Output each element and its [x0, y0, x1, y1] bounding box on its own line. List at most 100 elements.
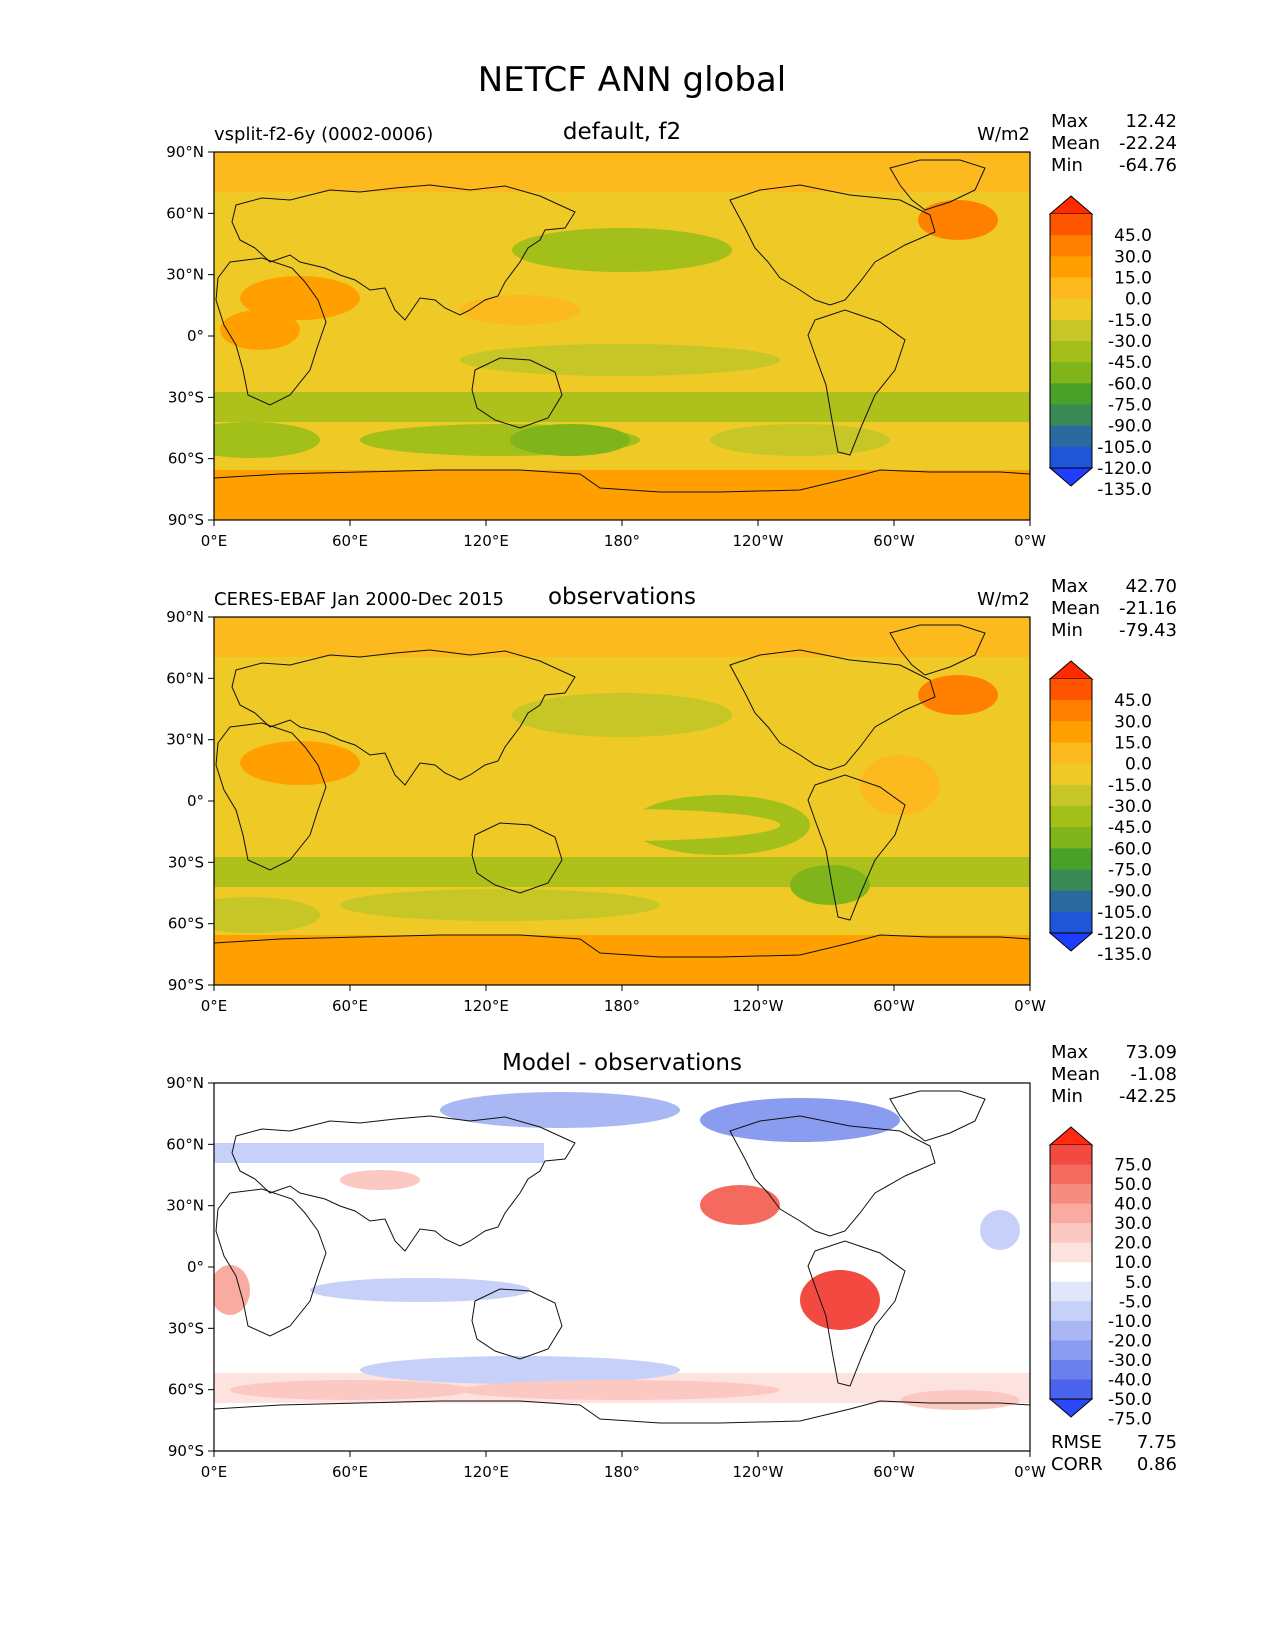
- stat-value: -42.25: [1119, 1086, 1177, 1107]
- colorbar-level-label: -105.0: [1097, 903, 1152, 923]
- stat-value: 0.86: [1137, 1454, 1177, 1475]
- panel-reference: 0°E 60°E 120°E 180° 120°W 60°W 0°W 90°N 60°N 30°N…: [166, 576, 1177, 1015]
- y-tick-label: 30°N: [166, 731, 204, 749]
- y-tick-label: 30°S: [168, 853, 204, 871]
- x-tick-label: 120°W: [733, 532, 784, 550]
- colorbar-level-label: 50.0: [1114, 1175, 1152, 1195]
- stat-label: Mean: [1051, 598, 1100, 619]
- colorbar-level-label: -120.0: [1097, 459, 1152, 479]
- y-tick-label: 60°S: [168, 1381, 204, 1399]
- colorbar-level-label: 30.0: [1114, 247, 1152, 267]
- stat-label: CORR: [1051, 1454, 1103, 1475]
- colorbar-level-label: -90.0: [1108, 417, 1152, 437]
- panel-units: W/m2: [977, 589, 1030, 610]
- y-tick-label: 0°: [187, 792, 204, 810]
- x-tick-label: 180°: [604, 997, 640, 1015]
- x-tick-label: 180°: [604, 532, 640, 550]
- colorbar-level-label: -5.0: [1119, 1292, 1152, 1312]
- panel-left-label: vsplit-f2-6y (0002-0006): [214, 124, 433, 145]
- x-tick-label: 180°: [604, 1463, 640, 1481]
- colorbar-level-label: -30.0: [1108, 1351, 1152, 1371]
- colorbar-level-label: -135.0: [1097, 945, 1152, 965]
- colorbar-level-label: -60.0: [1108, 839, 1152, 859]
- stat-value: -1.08: [1130, 1064, 1177, 1085]
- colorbar-level-label: 15.0: [1114, 734, 1152, 754]
- colorbar-level-label: -90.0: [1108, 882, 1152, 902]
- colorbar-level-label: -30.0: [1108, 797, 1152, 817]
- y-tick-label: 30°S: [168, 388, 204, 406]
- colorbar-level-label: -60.0: [1108, 374, 1152, 394]
- map-field: [214, 1083, 1030, 1451]
- colorbar-level-label: -30.0: [1108, 332, 1152, 352]
- stat-value: -79.43: [1119, 620, 1177, 641]
- colorbar-level-label: -135.0: [1097, 480, 1152, 500]
- stat-label: Min: [1051, 155, 1083, 176]
- colorbar-level-label: -15.0: [1108, 311, 1152, 331]
- stat-label: Max: [1051, 1042, 1089, 1063]
- x-tick-label: 60°E: [332, 1463, 368, 1481]
- x-tick-label: 0°W: [1014, 997, 1046, 1015]
- y-tick-label: 60°S: [168, 450, 204, 468]
- colorbar-level-label: -45.0: [1108, 353, 1152, 373]
- colorbar-level-label: 45.0: [1114, 691, 1152, 711]
- x-tick-label: 60°W: [873, 532, 915, 550]
- colorbar-level-label: -120.0: [1097, 924, 1152, 944]
- stat-label: Max: [1051, 111, 1089, 132]
- x-tick-label: 0°E: [201, 532, 228, 550]
- panel-title: default, f2: [563, 119, 681, 145]
- x-tick-label: 60°E: [332, 997, 368, 1015]
- y-tick-label: 60°N: [166, 204, 204, 222]
- stat-value: -64.76: [1119, 155, 1177, 176]
- colorbar-level-label: 10.0: [1114, 1253, 1152, 1273]
- colorbar: 45.030.015.00.0-15.0-30.0-45.0-60.0-75.0…: [1048, 660, 1152, 965]
- colorbar-level-label: 40.0: [1114, 1195, 1152, 1215]
- stat-value: -22.24: [1119, 133, 1177, 154]
- x-tick-label: 0°E: [201, 1463, 228, 1481]
- panel-difference: 0°E 60°E 120°E 180° 120°W 60°W 0°W 90°N 60°N 30°N…: [166, 1042, 1177, 1481]
- y-tick-label: 90°S: [168, 976, 204, 994]
- panels: 0°E 60°E 120°E 180° 120°W 60°W 0°W 90°N 60°N 30°N…: [166, 111, 1177, 1481]
- colorbar-level-label: 0.0: [1125, 755, 1152, 775]
- stat-label: Mean: [1051, 133, 1100, 154]
- y-tick-label: 90°S: [168, 1442, 204, 1460]
- y-tick-label: 0°: [187, 327, 204, 345]
- colorbar-level-label: -75.0: [1108, 861, 1152, 881]
- colorbar-level-label: 0.0: [1125, 290, 1152, 310]
- y-tick-label: 90°N: [166, 608, 204, 626]
- panel-title: Model - observations: [502, 1050, 742, 1076]
- colorbar-level-label: -45.0: [1108, 818, 1152, 838]
- panel-left-label: CERES-EBAF Jan 2000-Dec 2015: [214, 589, 504, 610]
- colorbar-level-label: -20.0: [1108, 1331, 1152, 1351]
- colorbar-level-label: 75.0: [1114, 1156, 1152, 1176]
- stat-value: 12.42: [1125, 111, 1177, 132]
- y-tick-label: 90°N: [166, 143, 204, 161]
- x-tick-label: 0°W: [1014, 1463, 1046, 1481]
- x-tick-label: 0°E: [201, 997, 228, 1015]
- stat-label: Min: [1051, 620, 1083, 641]
- x-tick-label: 60°W: [873, 997, 915, 1015]
- panel-title: observations: [548, 584, 696, 610]
- y-tick-label: 90°N: [166, 1074, 204, 1092]
- colorbar-level-label: 30.0: [1114, 712, 1152, 732]
- colorbar-level-label: -50.0: [1108, 1390, 1152, 1410]
- y-tick-label: 90°S: [168, 511, 204, 529]
- x-tick-label: 60°E: [332, 532, 368, 550]
- colorbar-level-label: -75.0: [1108, 1410, 1152, 1430]
- colorbar-level-label: 5.0: [1125, 1273, 1152, 1293]
- colorbar: 75.050.040.030.020.010.05.0-5.0-10.0-20.…: [1048, 1126, 1152, 1430]
- y-tick-label: 60°N: [166, 669, 204, 687]
- y-tick-label: 30°N: [166, 1197, 204, 1215]
- stat-value: 73.09: [1125, 1042, 1177, 1063]
- figure-title: NETCF ANN global: [478, 60, 786, 100]
- stat-value: -21.16: [1119, 598, 1177, 619]
- stat-label: Min: [1051, 1086, 1083, 1107]
- y-tick-label: 30°N: [166, 266, 204, 284]
- stat-label: Max: [1051, 576, 1089, 597]
- x-tick-label: 0°W: [1014, 532, 1046, 550]
- stat-label: Mean: [1051, 1064, 1100, 1085]
- x-tick-label: 120°W: [733, 1463, 784, 1481]
- x-tick-label: 120°W: [733, 997, 784, 1015]
- colorbar-level-label: -75.0: [1108, 396, 1152, 416]
- colorbar: 45.030.015.00.0-15.0-30.0-45.0-60.0-75.0…: [1048, 195, 1152, 500]
